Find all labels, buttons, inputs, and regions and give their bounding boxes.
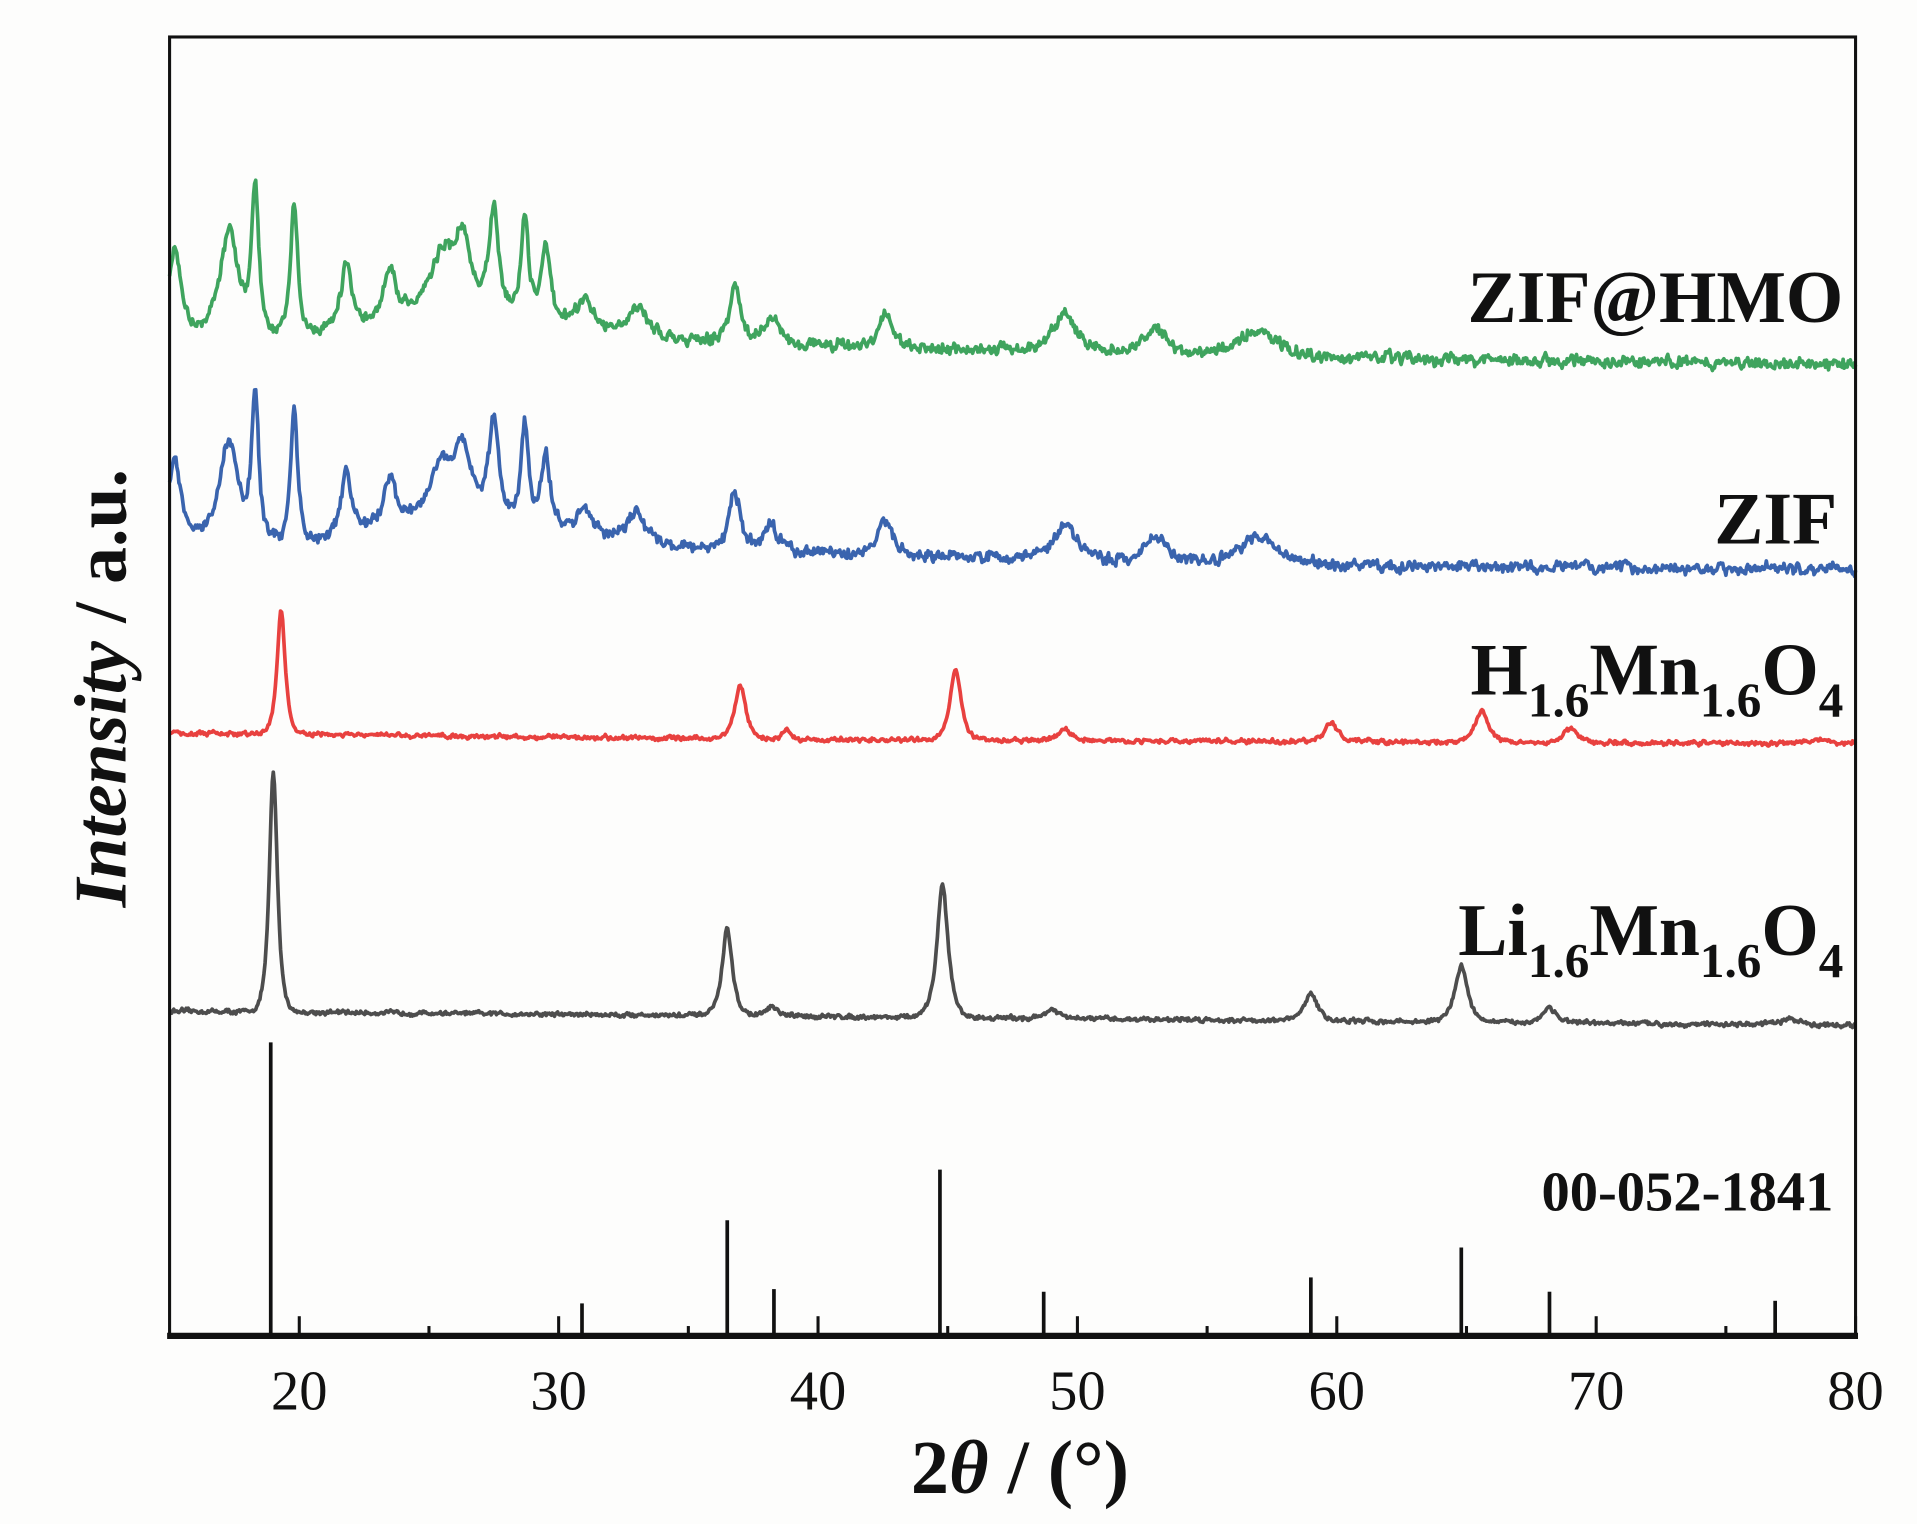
label-li1.6mn1.6o4: Li1.6Mn1.6O4 bbox=[1458, 889, 1843, 988]
y-axis-label: Intensity / a.u. bbox=[59, 469, 141, 908]
reference-sticks bbox=[268, 1042, 1777, 1336]
label-h1.6mn1.6o4: H1.6Mn1.6O4 bbox=[1471, 628, 1844, 727]
x-tick-label: 40 bbox=[790, 1361, 847, 1423]
x-ticks: 20 30 40 50 60 70 80 bbox=[271, 1316, 1884, 1423]
label-zif: ZIF bbox=[1714, 477, 1837, 559]
x-tick-label: 70 bbox=[1568, 1361, 1625, 1423]
x-tick-label: 50 bbox=[1049, 1361, 1106, 1423]
x-tick-label: 60 bbox=[1309, 1361, 1366, 1423]
label-zifhmo: ZIF@HMO bbox=[1468, 256, 1844, 338]
label-reference-card: 00-052-1841 bbox=[1541, 1162, 1833, 1224]
trace-h bbox=[168, 609, 1858, 748]
trace-li bbox=[168, 770, 1857, 1030]
trace-zifhmo bbox=[167, 178, 1858, 373]
x-tick-label: 80 bbox=[1827, 1361, 1884, 1423]
x-tick-label: 30 bbox=[530, 1361, 587, 1423]
x-tick-label: 20 bbox=[271, 1361, 328, 1423]
x-axis-label: 2θ / (°) bbox=[911, 1426, 1129, 1510]
traces bbox=[167, 178, 1858, 1030]
trace-zif bbox=[167, 387, 1858, 579]
